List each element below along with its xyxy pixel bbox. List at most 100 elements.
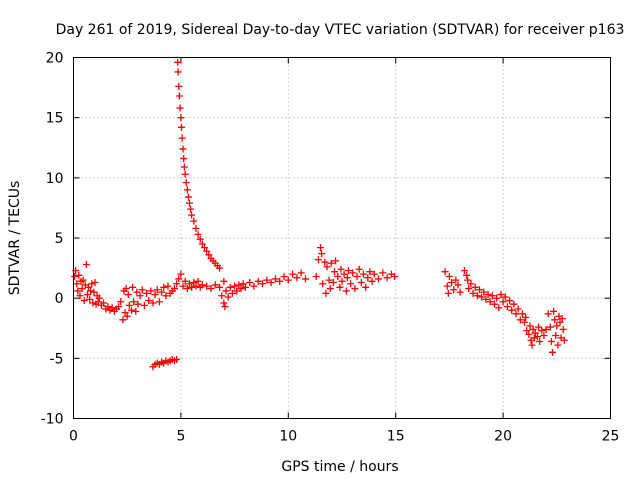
- data-point: [544, 310, 552, 318]
- y-tick-label: 0: [55, 291, 64, 307]
- data-point: [175, 275, 183, 283]
- data-point: [526, 322, 534, 330]
- data-point: [508, 306, 516, 314]
- y-tick-label: -5: [50, 351, 64, 367]
- data-point: [226, 283, 234, 291]
- data-point: [90, 288, 98, 296]
- axes: 0 5 10 15 20 25 -10 -5 0 5 10 15 20: [41, 51, 620, 445]
- data-point: [83, 291, 91, 299]
- data-point: [523, 327, 531, 335]
- data-point: [491, 300, 499, 308]
- data-point: [334, 273, 342, 281]
- data-point: [82, 260, 90, 268]
- data-point: [184, 193, 192, 201]
- data-point: [343, 274, 351, 282]
- data-point: [241, 283, 249, 291]
- data-point: [259, 280, 267, 288]
- data-point: [140, 301, 148, 309]
- data-point: [375, 275, 383, 283]
- data-point: [463, 271, 471, 279]
- data-point: [546, 323, 554, 331]
- data-point: [362, 283, 370, 291]
- data-point: [533, 333, 541, 341]
- data-point: [85, 283, 93, 291]
- data-point: [327, 259, 335, 267]
- data-point: [510, 300, 518, 308]
- data-point: [364, 274, 372, 282]
- data-point: [368, 277, 376, 285]
- data-point: [553, 322, 561, 330]
- data-point: [443, 282, 451, 290]
- data-point: [448, 279, 456, 287]
- data-point: [220, 299, 228, 307]
- data-point: [359, 270, 367, 278]
- data-point: [138, 286, 146, 294]
- data-point: [173, 356, 181, 364]
- data-point: [530, 334, 538, 342]
- data-point: [237, 285, 245, 293]
- data-point: [179, 145, 187, 153]
- x-tick-label: 20: [494, 429, 512, 445]
- data-point: [293, 274, 301, 282]
- data-point: [132, 307, 140, 315]
- data-point: [180, 155, 188, 163]
- data-point: [198, 240, 206, 248]
- data-point: [129, 283, 137, 291]
- data-point: [91, 279, 99, 287]
- data-point: [228, 289, 236, 297]
- data-point: [379, 269, 387, 277]
- data-point: [550, 307, 558, 315]
- data-point: [332, 257, 340, 265]
- x-axis-label: GPS time / hours: [281, 459, 398, 475]
- data-point: [198, 281, 206, 289]
- data-point: [100, 299, 108, 307]
- data-point: [175, 82, 183, 90]
- data-point: [452, 276, 460, 284]
- data-point: [355, 265, 363, 273]
- data-point: [450, 286, 458, 294]
- data-point: [280, 273, 288, 281]
- data-point: [121, 309, 129, 317]
- data-point: [187, 205, 195, 213]
- data-point: [323, 263, 331, 271]
- data-point: [289, 270, 297, 278]
- data-point: [525, 330, 533, 338]
- data-point: [108, 304, 116, 312]
- data-point: [89, 299, 97, 307]
- data-point: [203, 247, 211, 255]
- data-point: [535, 323, 543, 331]
- data-point: [192, 224, 200, 232]
- data-point: [207, 285, 215, 293]
- x-tick-label: 15: [387, 429, 405, 445]
- x-tick-label: 10: [279, 429, 297, 445]
- data-point: [276, 277, 284, 285]
- data-point: [325, 276, 333, 284]
- data-point: [176, 104, 184, 112]
- data-point: [542, 325, 550, 333]
- data-point: [454, 281, 462, 289]
- data-point: [522, 313, 530, 321]
- data-point: [188, 211, 196, 219]
- data-point: [538, 327, 546, 335]
- data-point: [134, 300, 142, 308]
- data-point: [357, 279, 365, 287]
- data-point: [473, 292, 481, 300]
- data-point: [556, 318, 564, 326]
- data-point: [347, 280, 355, 288]
- data-point: [516, 316, 524, 324]
- y-tick-label: 20: [46, 51, 64, 67]
- data-point: [501, 293, 509, 301]
- data-point: [254, 277, 262, 285]
- data-point: [547, 337, 555, 345]
- data-point: [336, 283, 344, 291]
- data-point: [178, 134, 186, 142]
- data-point: [117, 298, 125, 306]
- data-point: [94, 298, 102, 306]
- data-point: [158, 288, 166, 296]
- data-point: [239, 280, 247, 288]
- data-point: [149, 299, 157, 307]
- data-point: [235, 281, 243, 289]
- data-point: [76, 292, 84, 300]
- data-point: [133, 288, 141, 296]
- data-point: [531, 329, 539, 337]
